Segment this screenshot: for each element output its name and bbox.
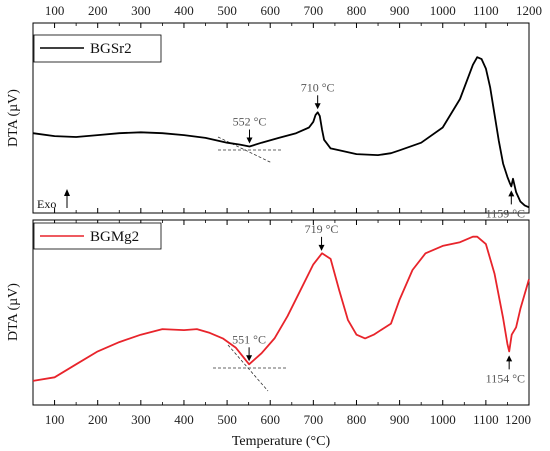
top-x-tick-label: 100 xyxy=(45,3,65,18)
bottom-x-tick-label: 900 xyxy=(390,412,410,427)
annotation-label: 551 °C xyxy=(232,332,266,346)
top-axis-ticks: 100 200 300 400 500 600 700 800 900 1000 1100 1200 xyxy=(32,3,542,213)
top-panel-frame xyxy=(32,22,530,214)
annotation-label: 1159 °C xyxy=(486,206,525,220)
annotations: 552 °C 710 °C 1159 °C 551 °C 719 °C 1154 °C xyxy=(232,80,525,385)
top-x-tick-label: 800 xyxy=(347,3,367,18)
annotation-label: 1154 °C xyxy=(486,371,525,385)
annotation-label: 710 °C xyxy=(301,80,335,94)
bottom-x-tick-label: 200 xyxy=(88,412,108,427)
bottom-x-tick-label: 1100 xyxy=(473,412,499,427)
annotation-arrowhead xyxy=(506,355,513,362)
top-x-tick-label: 200 xyxy=(88,3,108,18)
annotation-arrowhead xyxy=(318,244,325,251)
bottom-axis-ticks: 100 200 300 400 500 600 700 800 900 1000 1100 1200 xyxy=(32,220,531,427)
bottom-x-tick-label: 800 xyxy=(347,412,367,427)
bottom-x-tick-label: 600 xyxy=(260,412,280,427)
annotation-arrowhead xyxy=(246,137,253,144)
top-x-tick-label: 300 xyxy=(131,3,151,18)
bottom-panel-frame xyxy=(32,219,530,406)
annotation-arrowhead xyxy=(508,190,515,197)
bottom-x-tick-label: 1000 xyxy=(430,412,456,427)
top-legend: BGSr2 xyxy=(33,34,162,63)
bottom-x-tick-label: 400 xyxy=(174,412,194,427)
annotation-arrowhead xyxy=(246,355,253,362)
top-x-tick-label: 1200 xyxy=(516,3,542,18)
top-legend-label: BGSr2 xyxy=(90,41,132,57)
bottom-x-tick-label: 100 xyxy=(45,412,65,427)
bottom-x-tick-label: 500 xyxy=(217,412,237,427)
bottom-x-tick-label: 1200 xyxy=(505,412,531,427)
exo-arrow-icon xyxy=(64,189,70,208)
top-x-tick-label: 900 xyxy=(390,3,410,18)
annotation-arrowhead xyxy=(314,103,321,110)
bottom-legend-label: BGMg2 xyxy=(90,229,139,245)
bottom-y-axis-title: DTA (µV) xyxy=(6,283,21,341)
top-x-tick-label: 600 xyxy=(260,3,280,18)
annotation-label: 719 °C xyxy=(305,222,339,236)
x-axis-title: Temperature (°C) xyxy=(232,434,331,449)
top-x-tick-label: 400 xyxy=(174,3,194,18)
series-line-bgmg2 xyxy=(32,235,530,382)
exo-label: Exo xyxy=(37,197,56,211)
top-x-tick-label: 700 xyxy=(304,3,324,18)
top-onset-tangents xyxy=(217,136,282,164)
bottom-x-tick-label: 700 xyxy=(304,412,324,427)
series-line-bgsr2 xyxy=(32,56,530,209)
bottom-legend: BGMg2 xyxy=(33,222,162,250)
annotation-label: 552 °C xyxy=(233,115,267,129)
bottom-onset-tangents xyxy=(213,344,286,392)
top-y-axis-title: DTA (µV) xyxy=(6,89,21,147)
top-x-tick-label: 1000 xyxy=(430,3,456,18)
top-x-tick-label: 1100 xyxy=(473,3,499,18)
top-x-tick-label: 500 xyxy=(217,3,237,18)
bottom-x-tick-label: 300 xyxy=(131,412,151,427)
